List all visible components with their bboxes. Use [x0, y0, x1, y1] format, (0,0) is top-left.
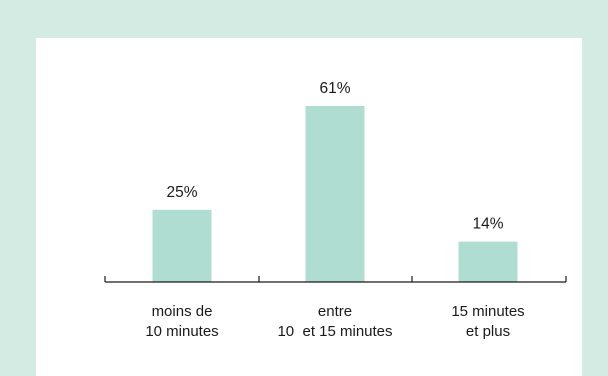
category-labels: moins de 10 minutes entre 10 et 15 minutes 1… — [145, 303, 524, 340]
category-label: et plus — [466, 323, 510, 340]
value-label: 25% — [166, 184, 197, 201]
category-label: 10 et 15 minutes — [277, 323, 392, 340]
category-label: moins de — [152, 303, 213, 320]
value-label: 14% — [472, 216, 503, 233]
category-label: 15 minutes — [451, 303, 524, 320]
bars-group — [152, 106, 518, 282]
bar — [152, 209, 212, 282]
value-label: 61% — [319, 80, 350, 97]
x-axis-ticks — [104, 276, 567, 282]
value-labels: 25% 61% 14% — [166, 80, 503, 233]
bar — [458, 241, 518, 282]
category-label: 10 minutes — [145, 323, 218, 340]
bar — [305, 106, 365, 282]
category-label: entre — [318, 303, 352, 320]
